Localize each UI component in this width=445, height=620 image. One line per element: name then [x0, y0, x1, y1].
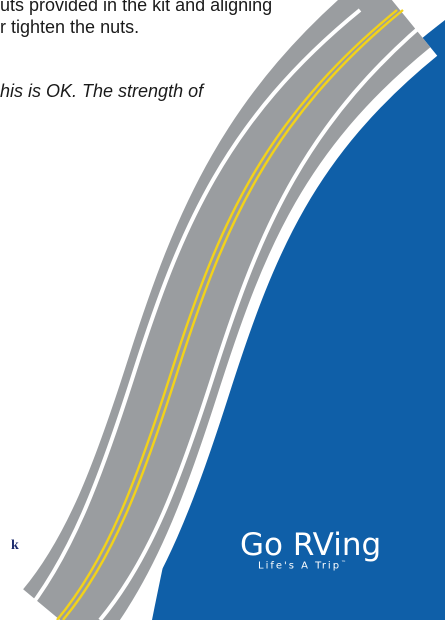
body-text-line-1: uts provided in the kit and aligning: [0, 0, 273, 15]
go-rving-logo: Go RVing Life's A Trip™: [240, 528, 410, 571]
blue-background-shape: [152, 0, 445, 620]
road-center-line-2: [62, 9, 404, 620]
road-center-line-1: [56, 9, 398, 620]
logo-tagline-text: Life's A Trip: [258, 560, 342, 572]
body-text-line-3: his is OK. The strength of: [0, 81, 204, 101]
road-surface: [22, 0, 431, 620]
body-text-line-2: r tighten the nuts.: [0, 17, 140, 37]
logo-title: Go RVing: [240, 527, 382, 563]
road-edge-line-left: [18, 8, 362, 620]
trademark-symbol: ™: [341, 560, 347, 566]
footer-text-fragment: k: [11, 538, 19, 553]
logo-tagline: Life's A Trip™: [258, 560, 410, 571]
road-edge-line-right: [98, 8, 442, 620]
